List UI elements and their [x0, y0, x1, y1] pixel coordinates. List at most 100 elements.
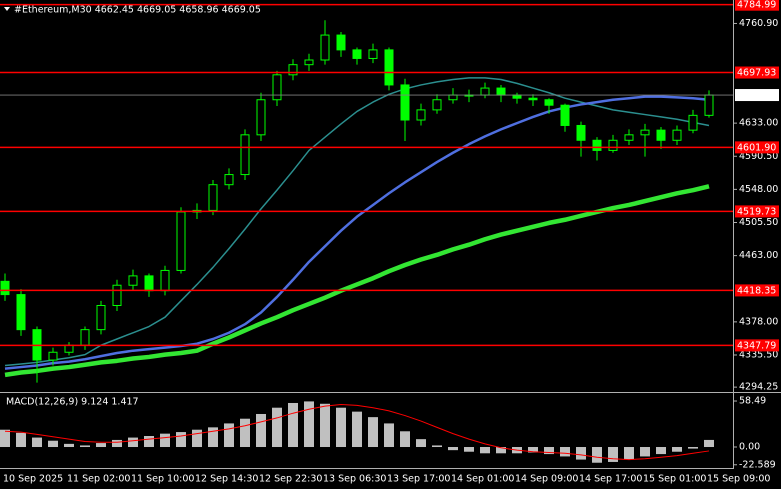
histogram-bar: [704, 439, 714, 448]
y-tick-label: 4505.50: [739, 217, 778, 228]
histogram-bar: [144, 436, 154, 448]
histogram-bar: [592, 447, 602, 463]
candle-body: [272, 74, 282, 101]
level-label: 4347.79: [737, 340, 776, 351]
histogram-bar: [560, 447, 570, 457]
candle-body: [608, 139, 618, 151]
candle-body: [304, 59, 314, 66]
candle-body: [672, 129, 682, 141]
histogram-bar: [208, 427, 218, 448]
moving-average: [4, 184, 710, 378]
level-label-box: [735, 205, 779, 218]
candle-body: [208, 184, 218, 211]
candle-body: [384, 49, 394, 86]
histogram-bar: [160, 433, 170, 448]
histogram-bar: [672, 447, 682, 452]
x-tick-label: 15 Sep 09:00: [707, 474, 770, 485]
x-tick-label: 12 Sep 22:30: [259, 474, 322, 485]
level-label: 4601.90: [737, 142, 776, 153]
histogram-bar: [176, 432, 186, 448]
level-label: 4519.73: [737, 206, 776, 217]
candle-body: [400, 84, 410, 121]
histogram-bar: [336, 407, 346, 448]
moving-average: [4, 77, 710, 367]
y-tick-label: -22.589: [739, 459, 776, 470]
candle-body: [80, 329, 90, 346]
y-tick-label: 4378.00: [739, 316, 778, 327]
histogram-bar: [80, 445, 90, 448]
candle-body: [320, 34, 330, 61]
candle-body: [240, 134, 250, 176]
histogram-bar: [112, 439, 122, 448]
candle-body: [288, 64, 298, 76]
candle-body: [624, 134, 634, 141]
candle-body: [576, 124, 586, 141]
last-price-box: [735, 89, 779, 102]
histogram-bar: [48, 440, 58, 448]
y-tick-label: 4760.90: [739, 18, 778, 29]
x-tick-label: 13 Sep 06:30: [323, 474, 386, 485]
candle-body: [496, 87, 506, 96]
y-tick-label: 0.00: [739, 442, 760, 453]
candle-body: [480, 87, 490, 96]
histogram-bar: [448, 447, 458, 451]
histogram-bar: [480, 447, 490, 454]
histogram-bar: [384, 423, 394, 448]
histogram-bar: [400, 431, 410, 448]
candle-body: [144, 275, 154, 292]
histogram-bar: [432, 445, 442, 448]
histogram-bar: [224, 423, 234, 448]
candle-body: [416, 109, 426, 121]
histogram-bar: [608, 447, 618, 462]
y-tick-label: 4463.00: [739, 250, 778, 261]
level-label: 4418.35: [737, 285, 776, 296]
candle-body: [448, 94, 458, 101]
histogram-bar: [576, 447, 586, 460]
x-tick-label: 13 Sep 17:00: [387, 474, 450, 485]
candle-body: [640, 129, 650, 136]
histogram-bar: [96, 443, 106, 448]
histogram-bar: [368, 417, 378, 448]
candle-body: [176, 211, 186, 271]
macd-title: MACD(12,26,9) 9.124 1.417: [6, 397, 139, 408]
histogram-bar: [640, 447, 650, 457]
candle-body: [64, 344, 74, 353]
candle-body: [0, 280, 10, 296]
histogram-bar: [16, 432, 26, 448]
x-tick-label: 12 Sep 14:30: [195, 474, 258, 485]
candle-body: [512, 94, 522, 99]
candle-body: [336, 34, 346, 51]
histogram-bar: [464, 447, 474, 452]
y-tick-label: 58.49: [739, 396, 766, 407]
histogram-bar: [544, 447, 554, 455]
level-label-box: [735, 66, 779, 79]
level-label: 4697.93: [737, 68, 776, 79]
x-tick-label: 14 Sep 17:00: [579, 474, 642, 485]
x-tick-label: 10 Sep 2025: [3, 474, 63, 485]
candle-body: [160, 269, 170, 292]
candle-body: [368, 49, 378, 59]
candle-body: [224, 174, 234, 186]
candle-body: [656, 129, 666, 141]
candle-body: [560, 104, 570, 126]
candle-body: [432, 99, 442, 111]
y-tick-label: 4335.50: [739, 349, 778, 360]
level-label-box: [735, 0, 779, 11]
histogram-bar: [272, 407, 282, 448]
candle-body: [528, 97, 538, 101]
y-tick-label: 4548.00: [739, 184, 778, 195]
histogram-bar: [624, 447, 634, 460]
moving-average: [4, 95, 710, 370]
symbol-marker: [4, 7, 10, 11]
candle-body: [16, 294, 26, 331]
signal-line: [4, 404, 710, 461]
y-tick-label: 4590.50: [739, 151, 778, 162]
candle-body: [352, 49, 362, 59]
histogram-bar: [688, 447, 698, 449]
histogram-bar: [496, 447, 506, 454]
x-tick-label: 14 Sep 01:00: [451, 474, 514, 485]
x-tick-label: 11 Sep 02:00: [67, 474, 130, 485]
level-label: 4784.99: [737, 0, 776, 11]
candle-body: [256, 99, 266, 136]
histogram-bar: [240, 418, 250, 448]
